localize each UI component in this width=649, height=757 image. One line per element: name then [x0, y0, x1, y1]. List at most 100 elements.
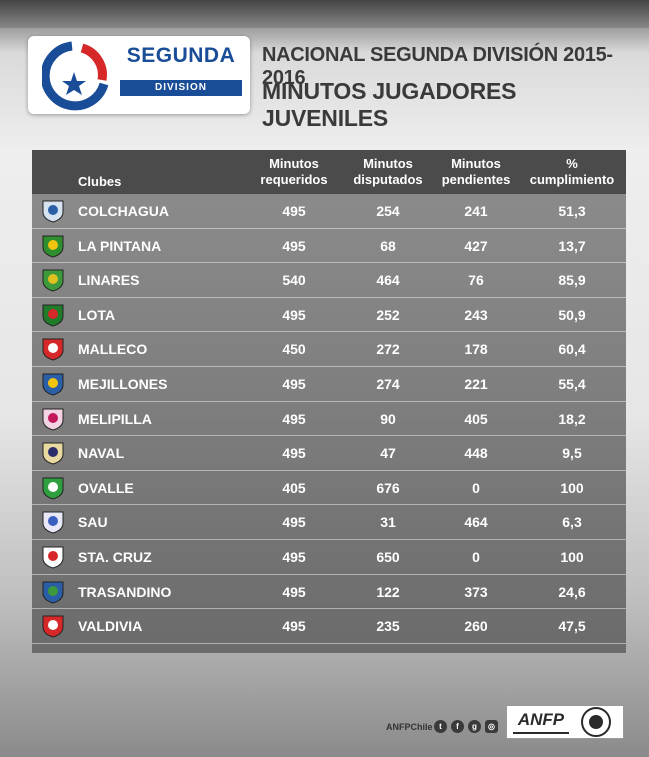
- federation-seal-icon: [581, 707, 611, 737]
- cell-club: MALLECO: [78, 341, 148, 358]
- cell-played: 90: [380, 410, 396, 427]
- cell-played: 68: [380, 237, 396, 254]
- club-crest-icon: [42, 477, 64, 500]
- table-row: NAVAL 495 47 448 9,5: [32, 436, 626, 471]
- cell-required: 450: [282, 341, 306, 358]
- cell-pending: 76: [468, 272, 484, 289]
- cell-played: 252: [376, 306, 400, 323]
- table-row: VALDIVIA 495 235 260 47,5: [32, 609, 626, 644]
- cell-percent: 55,4: [558, 376, 586, 392]
- logo-title: SEGUNDA: [126, 44, 236, 67]
- table-row: OVALLE 405 676 0 100: [32, 471, 626, 506]
- anfp-brand: ANFP: [517, 710, 565, 729]
- anfp-logo: ANFP: [506, 705, 624, 739]
- cell-pending: 464: [464, 514, 488, 531]
- cell-percent: 85,9: [558, 272, 586, 289]
- cell-club: VALDIVIA: [78, 618, 143, 635]
- cell-required: 495: [282, 203, 306, 219]
- cell-percent: 18,2: [558, 410, 586, 427]
- cell-club: TRASANDINO: [78, 583, 172, 600]
- cell-played: 676: [376, 479, 400, 496]
- cell-pending: 0: [472, 549, 480, 565]
- cell-played: 464: [376, 272, 400, 289]
- club-crest-icon: [42, 408, 64, 431]
- cell-club: LOTA: [78, 306, 116, 323]
- cell-played: 272: [376, 341, 400, 358]
- cell-pending: 427: [464, 237, 488, 254]
- cell-pending: 178: [464, 341, 488, 358]
- cell-required: 495: [282, 410, 306, 427]
- table-row: MELIPILLA 495 90 405 18,2: [32, 402, 626, 437]
- divider: [513, 732, 569, 734]
- cell-pending: 0: [472, 479, 480, 496]
- cell-club: STA. CRUZ: [78, 549, 152, 565]
- club-crest-icon: [42, 511, 64, 534]
- cell-pending: 221: [464, 376, 488, 392]
- cell-required: 495: [282, 618, 306, 635]
- cell-required: 495: [282, 583, 306, 600]
- cell-club: COLCHAGUA: [78, 203, 169, 219]
- table-row: LINARES 540 464 76 85,9: [32, 263, 626, 298]
- cell-percent: 6,3: [562, 514, 582, 531]
- segunda-division-logo: SEGUNDA DIVISION: [28, 36, 250, 114]
- cell-club: NAVAL: [78, 445, 125, 462]
- footer-handle: ANFPChile: [386, 722, 433, 732]
- table-row: MEJILLONES 495 274 221 55,4: [32, 367, 626, 402]
- cell-played: 31: [380, 514, 396, 531]
- club-crest-icon: [42, 373, 64, 396]
- cell-percent: 47,5: [558, 618, 586, 635]
- twitter-icon[interactable]: t: [434, 720, 447, 733]
- table-row: LOTA 495 252 243 50,9: [32, 298, 626, 333]
- cell-percent: 9,5: [562, 445, 582, 462]
- cell-percent: 100: [560, 549, 584, 565]
- cell-required: 495: [282, 306, 306, 323]
- cell-pending: 243: [464, 306, 488, 323]
- club-crest-icon: [42, 546, 64, 569]
- cell-required: 495: [282, 237, 306, 254]
- cell-pending: 448: [464, 445, 488, 462]
- cell-played: 650: [376, 549, 400, 565]
- cell-required: 540: [282, 272, 306, 289]
- logo-subtitle: DIVISION: [120, 80, 242, 96]
- club-crest-icon: [42, 581, 64, 604]
- club-crest-icon: [42, 200, 64, 223]
- cell-club: MEJILLONES: [78, 376, 168, 392]
- minutes-table: Clubes Minutos requeridos Minutos disputad…: [32, 150, 626, 653]
- table-row: SAU 495 31 464 6,3: [32, 505, 626, 540]
- cell-required: 405: [282, 479, 306, 496]
- cell-pending: 260: [464, 618, 488, 635]
- cell-percent: 13,7: [558, 237, 586, 254]
- cell-required: 495: [282, 376, 306, 392]
- table-row: LA PINTANA 495 68 427 13,7: [32, 229, 626, 264]
- cell-percent: 24,6: [558, 583, 586, 600]
- cell-played: 47: [380, 445, 396, 462]
- table-row: COLCHAGUA 495 254 241 51,3: [32, 194, 626, 229]
- cell-played: 122: [376, 583, 400, 600]
- club-crest-icon: [42, 615, 64, 638]
- cell-club: LINARES: [78, 272, 140, 289]
- cell-club: MELIPILLA: [78, 410, 152, 427]
- table-row: MALLECO 450 272 178 60,4: [32, 332, 626, 367]
- club-crest-icon: [42, 338, 64, 361]
- cell-required: 495: [282, 445, 306, 462]
- facebook-icon[interactable]: f: [451, 720, 464, 733]
- google-plus-icon[interactable]: g: [468, 720, 481, 733]
- cell-club: SAU: [78, 514, 108, 531]
- cell-required: 495: [282, 549, 306, 565]
- table-row: STA. CRUZ 495 650 0 100: [32, 540, 626, 575]
- page-title: NACIONAL SEGUNDA DIVISIÓN 2015-2016: [262, 44, 613, 89]
- cell-pending: 405: [464, 410, 488, 427]
- header-clubes: Clubes: [78, 174, 122, 189]
- header-required: Minutos requeridos: [260, 156, 328, 187]
- cell-club: OVALLE: [78, 479, 134, 496]
- top-band: [0, 0, 649, 28]
- club-crest-icon: [42, 442, 64, 465]
- header-pending: Minutos pendientes: [441, 156, 511, 187]
- cell-played: 235: [376, 618, 400, 635]
- header-played: Minutos disputados: [353, 156, 423, 187]
- header-percent: % cumplimiento: [529, 156, 615, 187]
- table-header: Clubes Minutos requeridos Minutos disputad…: [32, 150, 626, 194]
- cell-pending: 241: [464, 203, 488, 219]
- club-crest-icon: [42, 304, 64, 327]
- instagram-icon[interactable]: ◎: [485, 720, 498, 733]
